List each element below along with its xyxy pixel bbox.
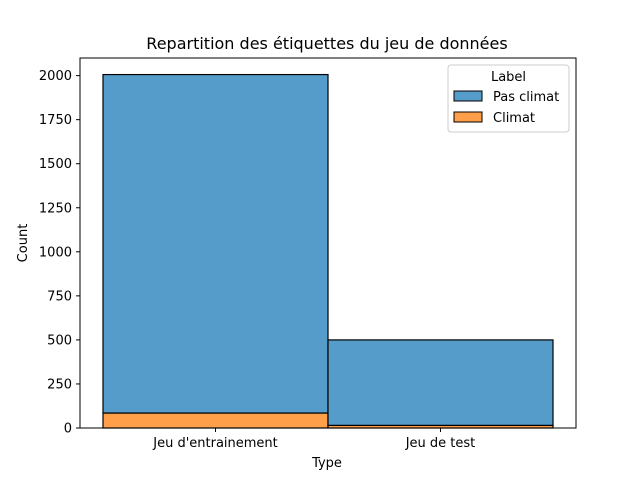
y-tick-label: 0	[64, 422, 72, 437]
x-axis: Jeu d'entrainement Jeu de test	[152, 428, 475, 451]
y-axis: 0 250 500 750 1000 1250 1500 1750 2000	[39, 69, 80, 437]
legend-entry-label: Climat	[493, 111, 535, 126]
legend-title: Label	[491, 70, 526, 85]
y-tick-label: 2000	[39, 69, 72, 84]
x-tick-label: Jeu de test	[405, 436, 476, 451]
y-axis-label: Count	[16, 224, 31, 263]
legend-swatch	[453, 111, 483, 123]
y-tick-label: 750	[47, 289, 72, 304]
bar-pas-climat-1	[102, 73, 329, 414]
plot-area	[79, 57, 577, 429]
y-tick-label: 250	[47, 377, 72, 392]
y-tick-label: 1500	[39, 157, 72, 172]
y-tick-label: 1000	[39, 245, 72, 260]
axes-frame	[79, 57, 577, 429]
bar-climat-1	[102, 412, 329, 429]
y-tick-label: 1750	[39, 113, 72, 128]
bar-pas-climat-2	[327, 339, 554, 426]
legend-swatch	[453, 90, 483, 102]
y-tick-label: 1250	[39, 201, 72, 216]
y-tick-label: 500	[47, 333, 72, 348]
x-axis-label: Type	[311, 456, 342, 471]
legend-entry-label: Pas climat	[493, 90, 559, 105]
chart-title: Repartition des étiquettes du jeu de don…	[146, 34, 507, 53]
legend: Label Pas climat Climat	[447, 64, 570, 133]
x-tick-label: Jeu d'entrainement	[152, 436, 278, 451]
